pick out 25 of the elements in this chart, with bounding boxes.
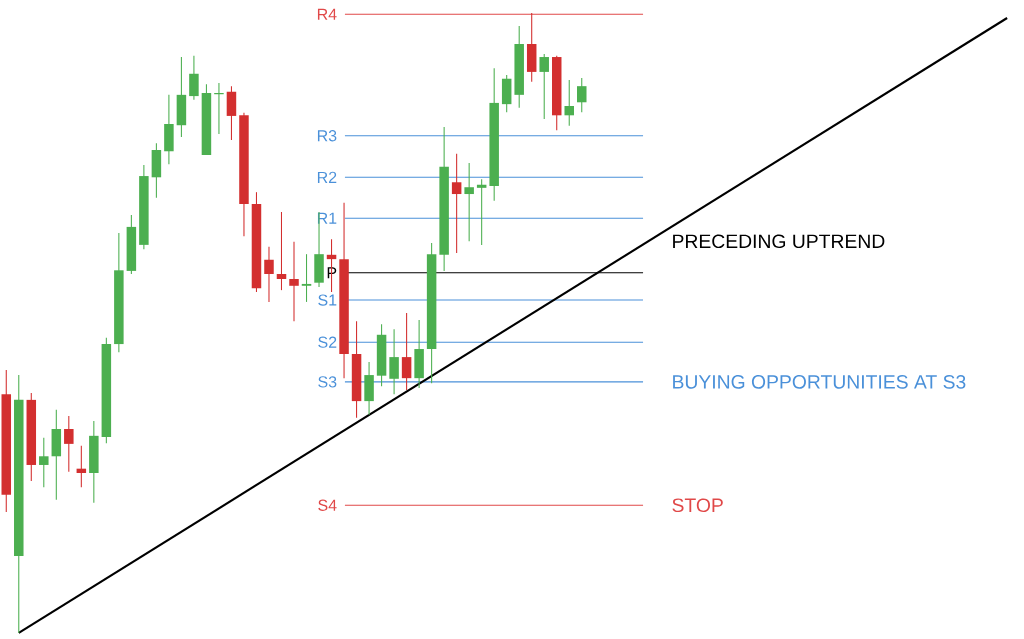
annotation: STOP <box>672 498 723 513</box>
ref-line-label: R4 <box>317 8 337 20</box>
candlestick <box>289 241 299 322</box>
candlestick <box>189 55 199 101</box>
annotation: BUYING OPPORTUNITIES AT S3 <box>673 375 966 389</box>
candlestick <box>389 328 399 395</box>
candlestick <box>276 211 287 291</box>
candlestick <box>301 253 312 303</box>
candlestick <box>539 53 549 120</box>
ref-line-label: R3 <box>317 130 337 142</box>
candlestick <box>577 77 587 113</box>
ref-line-label: S4 <box>318 499 337 511</box>
candlestick <box>451 153 462 254</box>
annotation: PRECEDING UPTREND <box>673 234 885 249</box>
candlestick <box>464 162 474 242</box>
ref-line-label: S2 <box>318 336 337 348</box>
candlestick <box>264 246 274 303</box>
ref-line-label: S3 <box>318 376 337 388</box>
ref-line-label: S1 <box>318 294 337 306</box>
candlestick <box>39 437 49 488</box>
candlestick <box>476 178 487 246</box>
candlestick <box>564 79 574 127</box>
candlestick <box>64 415 74 473</box>
ref-line-label: R2 <box>317 171 337 183</box>
candlestick <box>401 312 412 391</box>
